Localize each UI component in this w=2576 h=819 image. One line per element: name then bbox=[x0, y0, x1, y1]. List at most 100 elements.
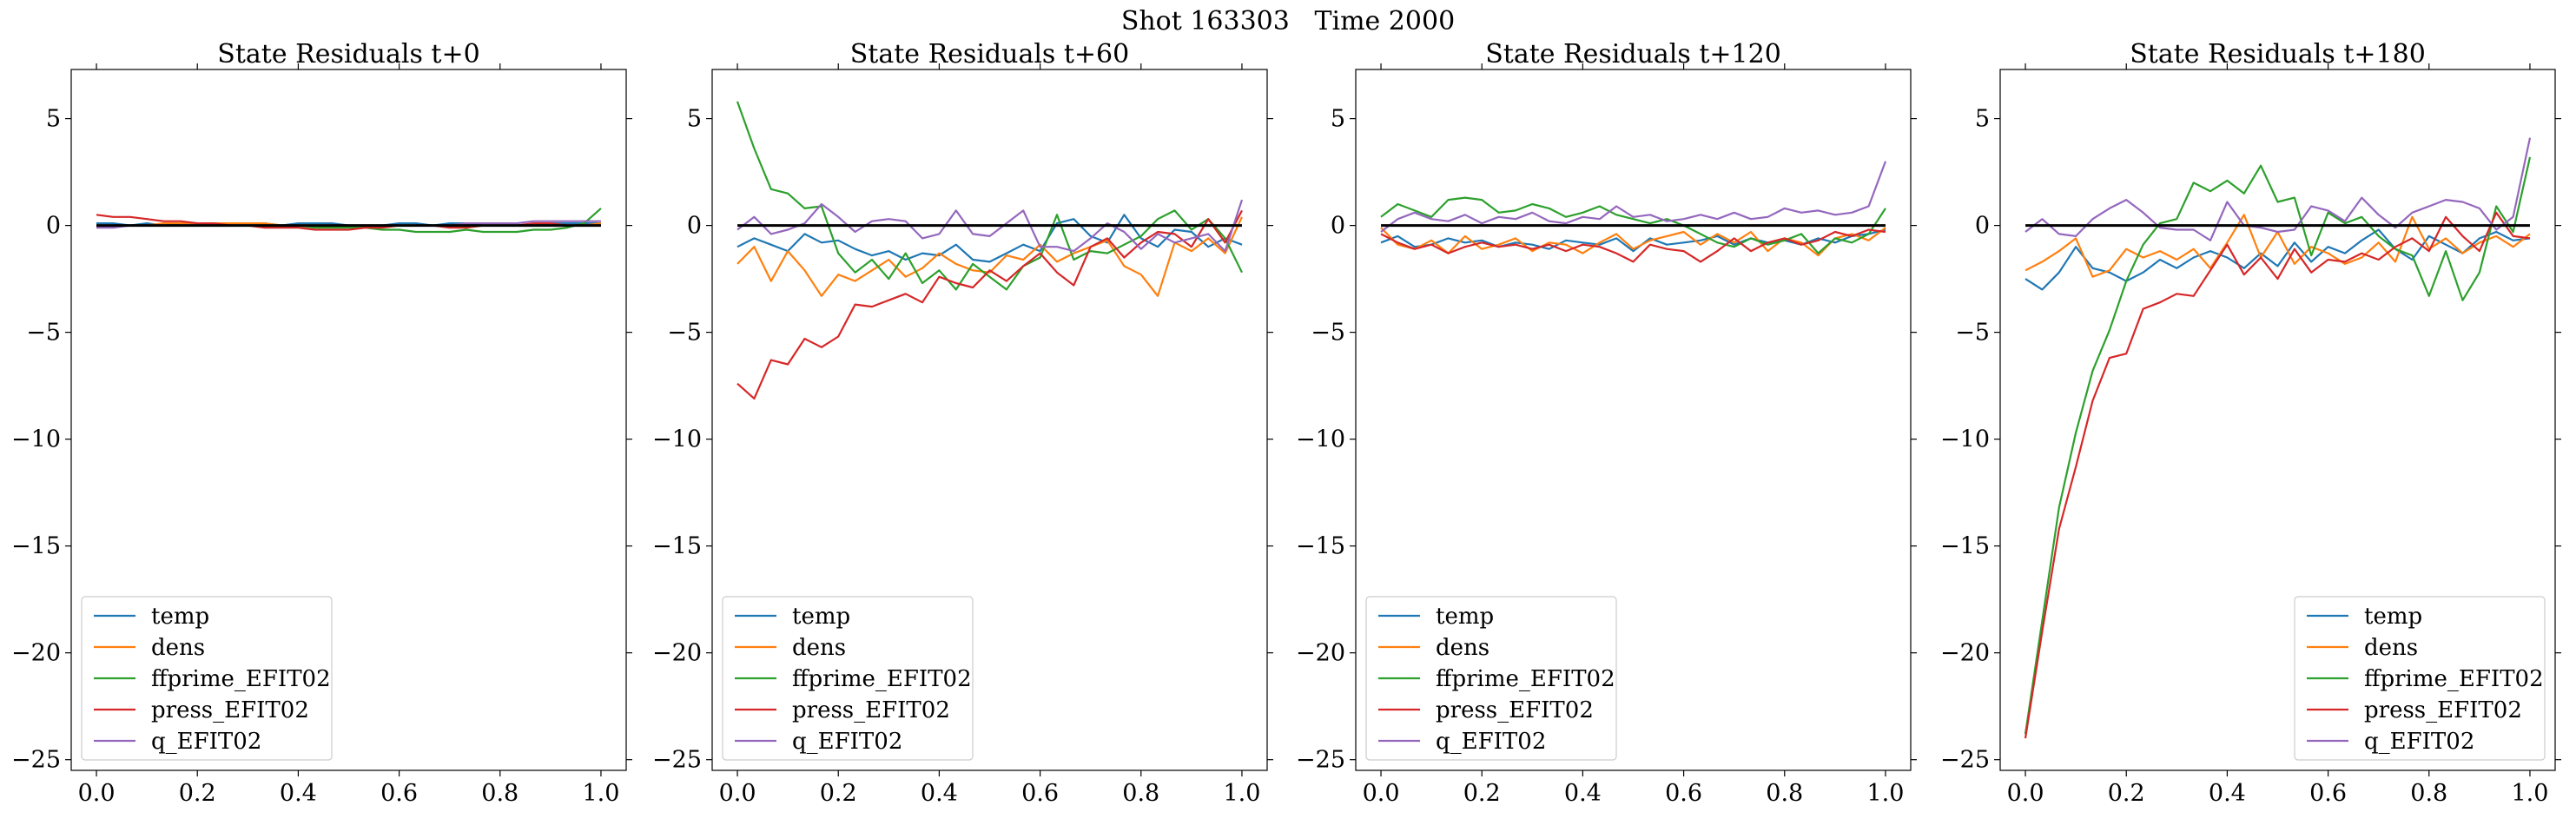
legend-label-q_EFIT02: q_EFIT02 bbox=[151, 729, 261, 755]
legend-box bbox=[722, 596, 974, 761]
y-tick-label: −20 bbox=[1296, 640, 1345, 667]
x-tick-label: 1.0 bbox=[2511, 780, 2548, 807]
y-tick-label: −10 bbox=[1296, 426, 1345, 453]
legend-label-temp: temp bbox=[2364, 604, 2422, 630]
y-tick-label: 0 bbox=[1975, 213, 1990, 240]
y-tick-label: 0 bbox=[687, 213, 702, 240]
x-tick-label: 0.4 bbox=[280, 780, 317, 807]
y-tick-label: −5 bbox=[1311, 320, 1345, 347]
legend-label-press_EFIT02: press_EFIT02 bbox=[1436, 697, 1594, 723]
plot-area bbox=[736, 101, 1244, 400]
legend-label-dens: dens bbox=[792, 635, 846, 661]
legend: temp dens ffprime_EFIT02 press_EFIT02 q_EFIT… bbox=[1365, 596, 1617, 761]
x-tick-label: 0.6 bbox=[2309, 780, 2347, 807]
plot-area bbox=[1380, 161, 1887, 263]
y-tick-label: −15 bbox=[11, 533, 61, 560]
series-line-temp bbox=[736, 214, 1243, 263]
legend-label-q_EFIT02: q_EFIT02 bbox=[1436, 729, 1546, 755]
legend-label-q_EFIT02: q_EFIT02 bbox=[792, 729, 902, 755]
legend-label-temp: temp bbox=[1436, 604, 1494, 630]
legend-label-ffprime_EFIT02: ffprime_EFIT02 bbox=[1436, 666, 1615, 692]
legend-label-q_EFIT02: q_EFIT02 bbox=[2364, 729, 2474, 755]
series-line-press_EFIT02 bbox=[2024, 211, 2531, 739]
y-tick-label: −15 bbox=[652, 533, 702, 560]
x-tick-label: 0.6 bbox=[1665, 780, 1702, 807]
x-tick-label: 0.0 bbox=[2007, 780, 2044, 807]
legend: temp dens ffprime_EFIT02 press_EFIT02 q_EFIT… bbox=[81, 596, 333, 761]
series-line-ffprime_EFIT02 bbox=[736, 101, 1243, 291]
y-tick-label: −25 bbox=[11, 747, 61, 774]
y-tick-label: −25 bbox=[1296, 747, 1345, 774]
series-line-dens bbox=[736, 216, 1243, 297]
plot-area bbox=[2024, 137, 2532, 739]
series-line-dens bbox=[2024, 214, 2531, 278]
subplot-title: State Residuals t+60 bbox=[850, 39, 1129, 69]
legend-label-dens: dens bbox=[1436, 635, 1489, 661]
y-tick-label: −25 bbox=[1940, 747, 1990, 774]
series-line-q_EFIT02 bbox=[2024, 137, 2532, 241]
x-tick-label: 0.4 bbox=[921, 780, 958, 807]
legend-label-temp: temp bbox=[792, 604, 850, 630]
legend-label-dens: dens bbox=[2364, 635, 2418, 661]
x-tick-label: 0.8 bbox=[1766, 780, 1803, 807]
series-line-q_EFIT02 bbox=[736, 199, 1244, 253]
y-tick-label: 5 bbox=[1975, 106, 1990, 133]
plot-area bbox=[96, 208, 602, 234]
x-tick-label: 0.0 bbox=[1363, 780, 1400, 807]
x-tick-label: 1.0 bbox=[1223, 780, 1260, 807]
y-tick-label: −25 bbox=[652, 747, 702, 774]
legend: temp dens ffprime_EFIT02 press_EFIT02 q_EFIT… bbox=[2294, 596, 2546, 761]
subplot-0: State Residuals t+0 5 0 −5 −10 −15 −20 −25 0.0 0.… bbox=[11, 39, 632, 807]
legend-box bbox=[2294, 596, 2546, 761]
y-tick-label: −5 bbox=[667, 320, 702, 347]
x-tick-label: 0.2 bbox=[820, 780, 857, 807]
subplot-title: State Residuals t+120 bbox=[1485, 39, 1781, 69]
series-line-q_EFIT02 bbox=[1380, 161, 1887, 233]
x-tick-label: 0.8 bbox=[2410, 780, 2447, 807]
y-tick-label: −10 bbox=[1940, 426, 1990, 453]
x-tick-label: 0.8 bbox=[481, 780, 519, 807]
series-line-temp bbox=[2024, 228, 2531, 291]
series-line-ffprime_EFIT02 bbox=[1380, 196, 1886, 254]
y-tick-label: 0 bbox=[46, 213, 61, 240]
y-tick-label: −15 bbox=[1296, 533, 1345, 560]
x-tick-label: 0.8 bbox=[1122, 780, 1159, 807]
x-tick-label: 0.0 bbox=[78, 780, 116, 807]
legend-label-temp: temp bbox=[151, 604, 209, 630]
legend-box bbox=[1365, 596, 1617, 761]
series-line-ffprime_EFIT02 bbox=[96, 208, 602, 234]
x-tick-label: 0.6 bbox=[1021, 780, 1059, 807]
subplot-grid: State Residuals t+0 5 0 −5 −10 −15 −20 −25 0.0 0.… bbox=[11, 39, 2561, 807]
subplot-3: State Residuals t+180 5 0 −5 −10 −15 −20 −25 0.0… bbox=[1940, 39, 2561, 807]
x-tick-label: 0.4 bbox=[2209, 780, 2246, 807]
axes-frame bbox=[70, 69, 627, 771]
x-tick-label: 0.2 bbox=[179, 780, 216, 807]
legend-label-ffprime_EFIT02: ffprime_EFIT02 bbox=[151, 666, 331, 692]
y-tick-label: −20 bbox=[11, 640, 61, 667]
series-line-press_EFIT02 bbox=[1380, 228, 1886, 263]
legend-label-press_EFIT02: press_EFIT02 bbox=[792, 697, 950, 723]
axes-frame bbox=[711, 69, 1268, 771]
y-tick-label: −10 bbox=[652, 426, 702, 453]
subplot-title: State Residuals t+180 bbox=[2130, 39, 2426, 69]
y-tick-label: −5 bbox=[1955, 320, 1990, 347]
x-tick-label: 0.2 bbox=[2108, 780, 2145, 807]
x-tick-label: 1.0 bbox=[1866, 780, 1904, 807]
axes-frame bbox=[1355, 69, 1912, 771]
series-line-ffprime_EFIT02 bbox=[2024, 156, 2532, 735]
x-tick-label: 0.2 bbox=[1463, 780, 1501, 807]
series-line-press_EFIT02 bbox=[736, 209, 1243, 400]
y-tick-label: 5 bbox=[1331, 106, 1345, 133]
legend-label-ffprime_EFIT02: ffprime_EFIT02 bbox=[792, 666, 972, 692]
x-tick-label: 0.4 bbox=[1564, 780, 1602, 807]
axes-frame bbox=[1999, 69, 2556, 771]
x-tick-label: 1.0 bbox=[582, 780, 619, 807]
legend-label-press_EFIT02: press_EFIT02 bbox=[2364, 697, 2522, 723]
y-tick-label: −15 bbox=[1940, 533, 1990, 560]
legend: temp dens ffprime_EFIT02 press_EFIT02 q_EFIT… bbox=[722, 596, 974, 761]
legend-label-press_EFIT02: press_EFIT02 bbox=[151, 697, 309, 723]
series-line-dens bbox=[1380, 227, 1886, 257]
x-tick-label: 0.6 bbox=[380, 780, 418, 807]
subplot-1: State Residuals t+60 5 0 −5 −10 −15 −20 −25 0.0 0… bbox=[652, 39, 1273, 807]
